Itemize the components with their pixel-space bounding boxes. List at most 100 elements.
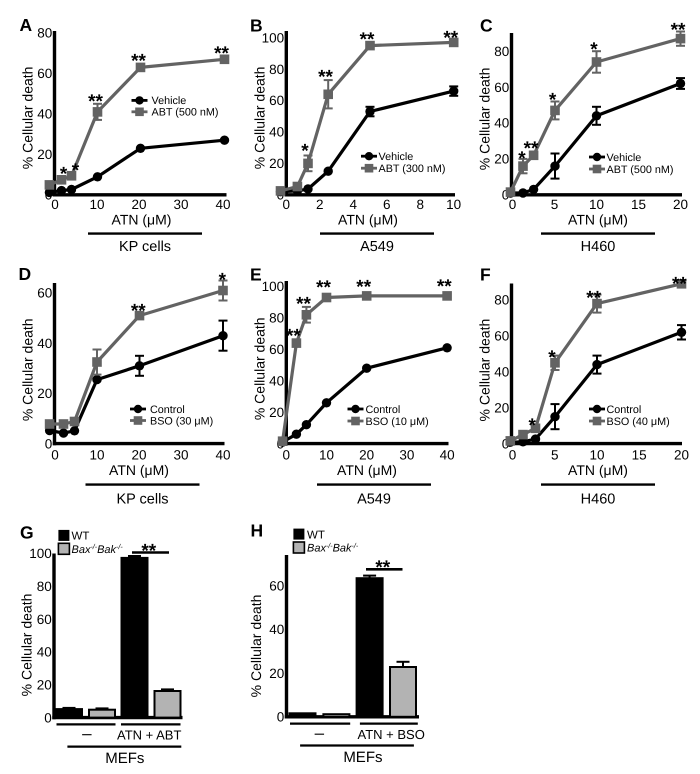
svg-text:Vehicle: Vehicle: [607, 152, 642, 164]
svg-text:30: 30: [173, 447, 188, 462]
svg-text:20: 20: [673, 197, 688, 212]
svg-text:Bax-/-Bak-/-: Bax-/-Bak-/-: [72, 543, 124, 556]
svg-text:**: **: [524, 139, 539, 160]
svg-text:**: **: [131, 51, 146, 72]
svg-text:BSO (10 μM): BSO (10 μM): [366, 416, 429, 428]
svg-text:ATN (μM): ATN (μM): [338, 211, 398, 227]
svg-text:Vehicle: Vehicle: [152, 95, 187, 107]
svg-text:6: 6: [383, 197, 391, 212]
svg-text:60: 60: [269, 579, 284, 594]
svg-text:10: 10: [319, 447, 334, 462]
svg-text:0: 0: [283, 447, 291, 462]
svg-text:MEFs: MEFs: [343, 749, 382, 766]
svg-text:100: 100: [262, 279, 285, 294]
svg-text:% Cellular death: % Cellular death: [477, 319, 493, 422]
svg-text:40: 40: [215, 197, 230, 212]
svg-text:BSO (30 μM): BSO (30 μM): [150, 415, 213, 427]
svg-text:% Cellular death: % Cellular death: [248, 595, 264, 698]
svg-text:**: **: [437, 276, 452, 297]
svg-text:–: –: [315, 724, 325, 743]
svg-text:*: *: [219, 270, 227, 291]
svg-text:20: 20: [494, 400, 509, 415]
svg-text:% Cellular death: % Cellular death: [251, 317, 267, 420]
svg-text:80: 80: [494, 293, 509, 308]
svg-text:**: **: [672, 274, 687, 295]
svg-text:2: 2: [316, 197, 324, 212]
svg-text:30: 30: [399, 447, 414, 462]
svg-text:*: *: [590, 39, 598, 60]
svg-text:0: 0: [509, 447, 517, 462]
svg-text:10: 10: [89, 197, 104, 212]
svg-text:**: **: [88, 92, 103, 113]
svg-text:40: 40: [215, 447, 230, 462]
svg-text:15: 15: [632, 447, 647, 462]
svg-text:*: *: [518, 149, 526, 170]
svg-text:**: **: [375, 558, 390, 579]
svg-text:0: 0: [45, 436, 53, 451]
svg-text:60: 60: [269, 93, 284, 108]
svg-text:20: 20: [359, 447, 374, 462]
svg-text:*: *: [549, 90, 557, 111]
svg-text:KP cells: KP cells: [119, 239, 171, 255]
svg-text:A549: A549: [357, 491, 391, 507]
svg-text:20: 20: [131, 197, 146, 212]
svg-text:20: 20: [269, 666, 284, 681]
svg-text:10: 10: [589, 447, 604, 462]
svg-text:**: **: [286, 326, 301, 347]
svg-text:H460: H460: [581, 491, 616, 507]
svg-text:Control: Control: [366, 404, 401, 416]
svg-text:Control: Control: [607, 404, 642, 416]
svg-text:20: 20: [674, 447, 689, 462]
svg-text:80: 80: [494, 44, 509, 59]
svg-text:**: **: [296, 294, 311, 315]
svg-text:**: **: [360, 30, 375, 51]
svg-text:8: 8: [416, 197, 424, 212]
svg-text:*: *: [301, 141, 309, 162]
svg-text:ATN (μM): ATN (μM): [568, 462, 628, 478]
svg-text:80: 80: [269, 311, 284, 326]
svg-text:F: F: [480, 265, 491, 285]
svg-text:100: 100: [29, 546, 52, 561]
svg-text:**: **: [443, 28, 458, 49]
svg-text:ATN (μM): ATN (μM): [337, 462, 397, 478]
svg-text:10: 10: [89, 447, 104, 462]
svg-text:20: 20: [37, 386, 52, 401]
svg-text:60: 60: [494, 329, 509, 344]
svg-text:% Cellular death: % Cellular death: [20, 67, 36, 170]
svg-text:60: 60: [494, 80, 509, 95]
svg-text:% Cellular death: % Cellular death: [477, 68, 493, 171]
svg-text:15: 15: [631, 197, 646, 212]
svg-text:40: 40: [494, 365, 509, 380]
svg-text:BSO (40 μM): BSO (40 μM): [607, 416, 670, 428]
svg-text:WT: WT: [307, 529, 325, 541]
svg-text:0: 0: [277, 710, 285, 725]
svg-text:Vehicle: Vehicle: [379, 151, 414, 163]
svg-text:20: 20: [494, 152, 509, 167]
svg-text:5: 5: [551, 447, 559, 462]
svg-text:4: 4: [350, 197, 358, 212]
svg-text:Bax-/-Bak-/-: Bax-/-Bak-/-: [307, 542, 359, 555]
svg-text:% Cellular death: % Cellular death: [19, 594, 35, 697]
svg-text:60: 60: [37, 286, 52, 301]
svg-text:30: 30: [173, 197, 188, 212]
svg-text:G: G: [20, 523, 34, 543]
svg-text:KP cells: KP cells: [116, 491, 168, 507]
svg-text:0: 0: [283, 197, 291, 212]
svg-text:ABT (500 nM): ABT (500 nM): [152, 107, 219, 119]
svg-text:40: 40: [37, 336, 52, 351]
svg-text:**: **: [214, 43, 229, 64]
svg-text:20: 20: [269, 405, 284, 420]
svg-text:A: A: [20, 15, 33, 35]
svg-text:**: **: [141, 541, 156, 562]
svg-text:10: 10: [446, 197, 461, 212]
svg-text:ATN + ABT: ATN + ABT: [117, 728, 181, 743]
svg-text:Control: Control: [150, 404, 185, 416]
svg-text:*: *: [548, 348, 556, 369]
svg-text:5: 5: [551, 197, 559, 212]
svg-text:ABT (300 nM): ABT (300 nM): [379, 163, 446, 175]
svg-text:40: 40: [440, 447, 455, 462]
svg-text:20: 20: [37, 147, 52, 162]
svg-text:ATN + BSO: ATN + BSO: [358, 727, 425, 742]
svg-text:0: 0: [44, 710, 52, 725]
svg-text:ATN (μM): ATN (μM): [568, 211, 628, 227]
